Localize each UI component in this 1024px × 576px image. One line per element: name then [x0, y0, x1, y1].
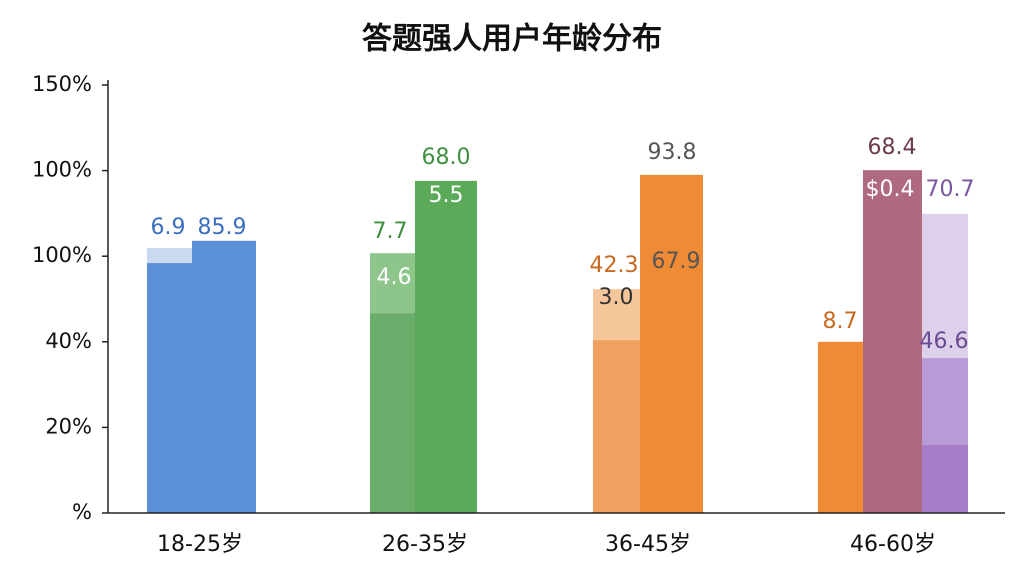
bar-segment [922, 358, 968, 445]
bar-segment [370, 313, 415, 513]
y-tick-label: % [72, 500, 92, 524]
data-label: 7.7 [373, 219, 408, 244]
x-tick-label: 46-60岁 [850, 532, 936, 557]
bar-segment [593, 340, 640, 513]
bar-segment [922, 444, 968, 513]
y-tick-label: 40% [45, 329, 92, 353]
bar-segment [922, 213, 968, 359]
bar-segment [640, 174, 703, 513]
bar-segment [818, 341, 863, 513]
data-label: 3.0 [599, 285, 634, 310]
data-label: 5.5 [429, 183, 464, 208]
chart-title: 答题强人用户年龄分布 [362, 22, 662, 57]
data-label: 70.7 [926, 177, 975, 202]
x-tick-label: 36-45岁 [605, 532, 691, 557]
data-label: 6.9 [151, 215, 186, 240]
data-label: 85.9 [198, 215, 247, 240]
data-label: 68.4 [868, 135, 917, 160]
x-tick-label: 26-35岁 [382, 532, 468, 557]
data-label: 42.3 [590, 253, 639, 278]
bar-segment [593, 289, 640, 341]
bar-segment [863, 170, 922, 513]
bar-segment [370, 253, 415, 314]
bar-segment [415, 180, 477, 513]
y-tick-label: 100% [32, 243, 92, 267]
data-label: 8.7 [823, 309, 858, 334]
data-label: 68.0 [422, 145, 471, 170]
bar-segment [147, 248, 192, 264]
bar-segment [147, 263, 192, 513]
data-label: 46.6 [920, 329, 969, 354]
bar-segment [192, 240, 256, 514]
data-label: 93.8 [648, 140, 697, 165]
y-tick-label: 20% [45, 414, 92, 438]
x-tick-label: 18-25岁 [157, 532, 243, 557]
data-label: 67.9 [652, 249, 701, 274]
y-tick-label: 100% [32, 158, 92, 182]
data-label: $0.4 [866, 177, 915, 202]
y-tick-label: 150% [32, 72, 92, 96]
data-label: 4.6 [377, 265, 412, 290]
